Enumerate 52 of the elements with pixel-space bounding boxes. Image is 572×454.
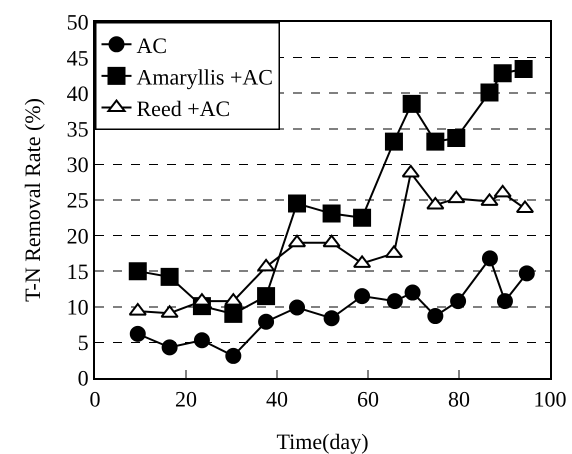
point [447,190,466,204]
point [354,288,370,304]
point [514,60,533,78]
point [257,287,276,306]
point [289,300,306,316]
point [288,194,306,213]
y-tick-label: 40 [66,80,89,106]
point [427,308,444,324]
point [128,303,147,316]
point [386,293,403,310]
point [426,132,444,151]
x-tick-label: 20 [175,386,197,412]
point [496,293,513,310]
point [384,132,403,151]
y-tick-label: 0 [78,366,89,391]
point [353,208,372,227]
point [324,310,340,326]
point [450,293,466,310]
x-tick-label: 40 [266,386,288,412]
point [322,204,341,223]
point [128,262,147,280]
point [162,339,178,356]
y-tick-label: 10 [66,294,89,320]
x-tick-label: 60 [357,386,379,412]
point [160,268,179,286]
point [258,314,274,330]
point [494,64,512,82]
legend-label: Reed +AC [136,96,230,122]
point [518,265,535,282]
y-tick-label: 45 [66,45,89,70]
y-tick-label: 35 [66,116,89,142]
point [404,284,421,301]
point [402,94,421,113]
y-tick-label: 25 [66,188,89,213]
point [447,129,466,148]
y-tick-label: 50 [66,10,89,35]
x-tick-label: 80 [448,386,470,412]
y-axis-title: T-N Removal Rate (%) [20,98,45,302]
point [482,250,498,266]
y-tick-label: 20 [66,223,89,248]
y-tick-label: 15 [66,258,89,284]
point [224,304,242,323]
x-tick-label: 100 [534,386,566,412]
y-tick-label: 5 [78,330,89,356]
y-tick-label: 30 [66,152,89,178]
point [225,348,242,364]
legend-label: AC [136,32,168,58]
point [480,83,498,102]
point [194,332,210,348]
legend-label: Amaryllis +AC [136,64,273,90]
x-axis-title: Time(day) [276,429,369,454]
point [130,326,146,342]
